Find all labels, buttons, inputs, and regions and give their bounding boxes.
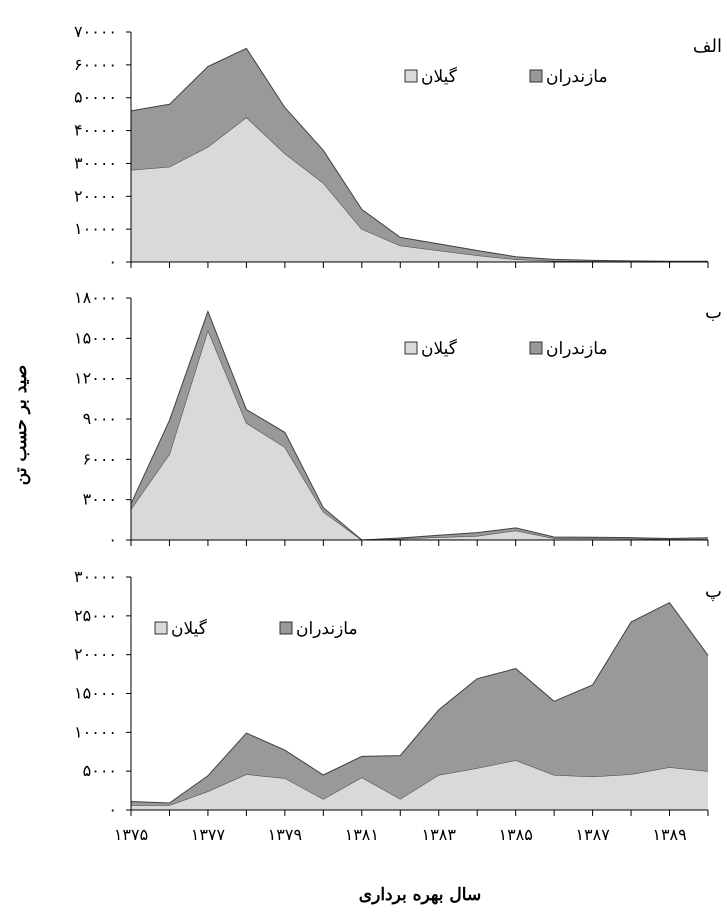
legend-swatch bbox=[529, 69, 543, 83]
y-tick-label: ۱۸۰۰۰ bbox=[74, 288, 117, 307]
y-tick-label: ۱۲۰۰۰ bbox=[74, 369, 117, 388]
y-tick-label: ۶۰۰۰۰ bbox=[74, 55, 117, 74]
area-series bbox=[131, 48, 708, 262]
y-tick-label: ۴۰۰۰۰ bbox=[74, 121, 117, 140]
panel-label: ب bbox=[705, 302, 722, 323]
legend: مازندران گیلان bbox=[154, 618, 358, 639]
y-tick-label: ۱۵۰۰۰ bbox=[74, 328, 117, 347]
x-tick-label: ۱۳۸۵ bbox=[498, 825, 532, 844]
panel-label: الف bbox=[693, 36, 722, 57]
legend-label: مازندران bbox=[546, 339, 608, 359]
legend-swatch bbox=[529, 341, 543, 355]
x-tick-label: ۱۳۸۹ bbox=[652, 825, 686, 844]
legend-label: مازندران bbox=[296, 619, 358, 639]
y-tick-label: ۲۰۰۰۰ bbox=[74, 645, 117, 664]
x-tick-label: ۱۳۷۷ bbox=[191, 825, 226, 844]
y-tick-label: ۲۵۰۰۰ bbox=[74, 606, 117, 625]
legend-swatch bbox=[154, 621, 168, 635]
area-series bbox=[131, 602, 708, 806]
x-axis-title: سال بهره برداری bbox=[359, 885, 481, 905]
y-tick-label: ۱۰۰۰۰ bbox=[74, 219, 117, 238]
legend-label: گیلان bbox=[421, 66, 458, 87]
x-tick-label: ۱۳۸۳ bbox=[422, 825, 457, 844]
area-series bbox=[131, 760, 708, 810]
y-tick-label: ۶۰۰۰ bbox=[83, 449, 117, 468]
y-tick-label: ۰ bbox=[108, 800, 117, 819]
legend-label: مازندران bbox=[546, 67, 608, 87]
y-tick-label: ۹۰۰۰ bbox=[83, 409, 117, 428]
legend-swatch bbox=[404, 69, 418, 83]
legend-label: گیلان bbox=[421, 338, 458, 359]
area-series bbox=[131, 330, 708, 540]
y-tick-label: ۰ bbox=[108, 530, 117, 549]
y-tick-label: ۱۵۰۰۰ bbox=[74, 684, 117, 703]
y-tick-label: ۵۰۰۰۰ bbox=[74, 88, 117, 107]
y-tick-label: ۱۰۰۰۰ bbox=[74, 722, 117, 741]
chart-panel: ۰ ۳۰۰۰ ۶۰۰۰ ۹۰۰۰ ۱۲۰۰۰ ۱۵۰۰۰ ۱۸۰۰۰ ب مازندران گیل… bbox=[74, 288, 722, 549]
y-tick-label: ۳۰۰۰ bbox=[83, 490, 117, 509]
series-line bbox=[130, 47, 709, 262]
y-tick-label: ۰ bbox=[108, 252, 117, 271]
legend: مازندران گیلان bbox=[404, 338, 608, 359]
legend: مازندران گیلان bbox=[404, 66, 608, 87]
y-tick-label: ۳۰۰۰۰ bbox=[74, 567, 117, 586]
panel-label: پ bbox=[705, 581, 722, 602]
x-tick-label: ۱۳۸۷ bbox=[575, 825, 610, 844]
y-axis-title: صید بر حسب تن bbox=[11, 365, 31, 485]
area-series bbox=[131, 117, 708, 263]
series-line bbox=[130, 309, 709, 541]
y-tick-label: ۳۰۰۰۰ bbox=[74, 153, 117, 172]
series-line bbox=[130, 601, 709, 804]
y-tick-label: ۷۰۰۰۰ bbox=[74, 22, 117, 41]
legend-swatch bbox=[404, 341, 418, 355]
x-tick-label: ۱۳۷۵ bbox=[114, 825, 148, 844]
y-tick-label: ۲۰۰۰۰ bbox=[74, 186, 117, 205]
chart-panel: ۰ ۱۰۰۰۰ ۲۰۰۰۰ ۳۰۰۰۰ ۴۰۰۰۰ ۵۰۰۰۰ ۶۰۰۰۰ ۷۰۰۰۰ الف م… bbox=[74, 22, 722, 271]
y-tick-label: ۵۰۰۰ bbox=[83, 761, 117, 780]
chart-panel: ۰ ۵۰۰۰ ۱۰۰۰۰ ۱۵۰۰۰ ۲۰۰۰۰ ۲۵۰۰۰ ۳۰۰۰۰ پ مازندران گ… bbox=[74, 567, 722, 819]
legend-swatch bbox=[279, 621, 293, 635]
x-tick-label: ۱۳۷۹ bbox=[268, 825, 302, 844]
legend-label: گیلان bbox=[171, 618, 208, 639]
x-tick-label: ۱۳۸۱ bbox=[345, 825, 379, 844]
